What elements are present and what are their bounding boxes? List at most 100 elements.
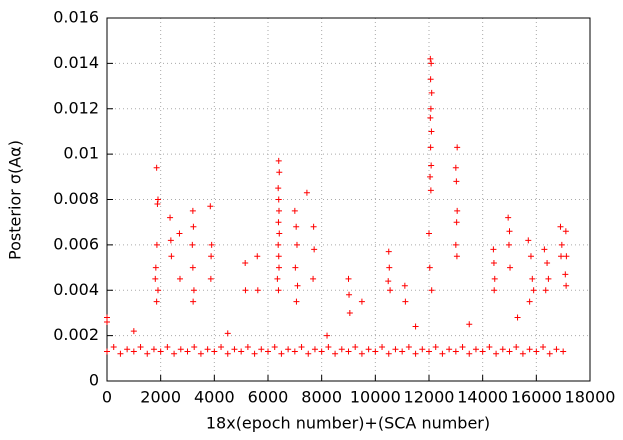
point	[189, 241, 196, 248]
point	[385, 350, 392, 357]
point	[432, 343, 439, 350]
y-tick-label: 0.008	[53, 189, 99, 208]
point	[293, 223, 300, 230]
point	[276, 169, 283, 176]
point	[499, 346, 506, 353]
point	[318, 348, 325, 355]
point	[558, 241, 565, 248]
point	[176, 275, 183, 282]
point	[358, 350, 365, 357]
point	[153, 298, 160, 305]
point	[428, 89, 435, 96]
point	[427, 114, 434, 121]
point	[399, 348, 406, 355]
point	[427, 55, 434, 62]
point	[208, 253, 215, 260]
point	[293, 298, 300, 305]
point	[486, 343, 493, 350]
point	[525, 237, 532, 244]
point	[332, 350, 339, 357]
point	[452, 348, 459, 355]
point	[152, 264, 159, 271]
point	[274, 275, 281, 282]
point	[275, 196, 282, 203]
point	[291, 348, 298, 355]
point	[265, 348, 271, 355]
point	[345, 275, 352, 282]
point	[224, 350, 231, 357]
point	[402, 298, 409, 305]
point	[154, 196, 161, 203]
x-tick-label: 4000	[194, 388, 235, 407]
point	[208, 241, 215, 248]
x-tick-label: 18000	[565, 388, 616, 407]
point	[379, 343, 386, 350]
point	[453, 219, 460, 226]
point	[490, 246, 497, 253]
point	[542, 287, 549, 294]
point	[310, 223, 317, 230]
y-tick-label: 0	[89, 371, 99, 390]
point	[439, 350, 446, 357]
y-tick-label: 0.016	[53, 8, 99, 27]
point	[311, 346, 318, 353]
point	[154, 201, 161, 208]
point	[224, 330, 231, 337]
point	[385, 248, 392, 255]
point	[152, 275, 159, 282]
point	[405, 343, 412, 350]
point	[211, 348, 218, 355]
point	[293, 241, 300, 248]
point	[204, 346, 211, 353]
point	[254, 253, 261, 260]
point	[472, 346, 479, 353]
point	[190, 223, 197, 230]
point	[453, 178, 460, 185]
point	[184, 348, 191, 355]
point	[541, 246, 548, 253]
point	[168, 253, 175, 260]
point	[454, 207, 461, 214]
point	[557, 223, 564, 230]
point	[365, 346, 372, 353]
point	[558, 253, 565, 260]
point	[412, 323, 419, 330]
point	[251, 350, 258, 357]
point	[358, 298, 365, 305]
point	[540, 343, 547, 350]
point	[130, 348, 137, 355]
point	[544, 260, 551, 267]
point	[490, 260, 497, 267]
point	[189, 207, 196, 214]
x-tick-label: 14000	[457, 388, 508, 407]
point	[530, 287, 537, 294]
point	[452, 164, 459, 171]
point	[427, 173, 434, 180]
point	[426, 264, 433, 271]
point	[190, 298, 197, 305]
point	[104, 314, 110, 321]
x-tick-label: 12000	[404, 388, 455, 407]
point	[238, 348, 245, 355]
x-tick-label: 10000	[350, 388, 401, 407]
y-tick-label: 0.002	[53, 325, 99, 344]
point	[560, 348, 567, 355]
point	[124, 346, 131, 353]
point	[553, 346, 560, 353]
point	[104, 348, 110, 355]
point	[506, 348, 513, 355]
point	[153, 241, 160, 248]
point	[446, 346, 453, 353]
point	[459, 343, 466, 350]
point	[527, 253, 534, 260]
point	[479, 348, 486, 355]
point	[292, 264, 299, 271]
point	[176, 230, 183, 237]
x-tick-label: 6000	[248, 388, 289, 407]
point	[275, 241, 282, 248]
point	[291, 207, 298, 214]
point	[546, 350, 553, 357]
point	[191, 343, 198, 350]
point	[271, 343, 278, 350]
